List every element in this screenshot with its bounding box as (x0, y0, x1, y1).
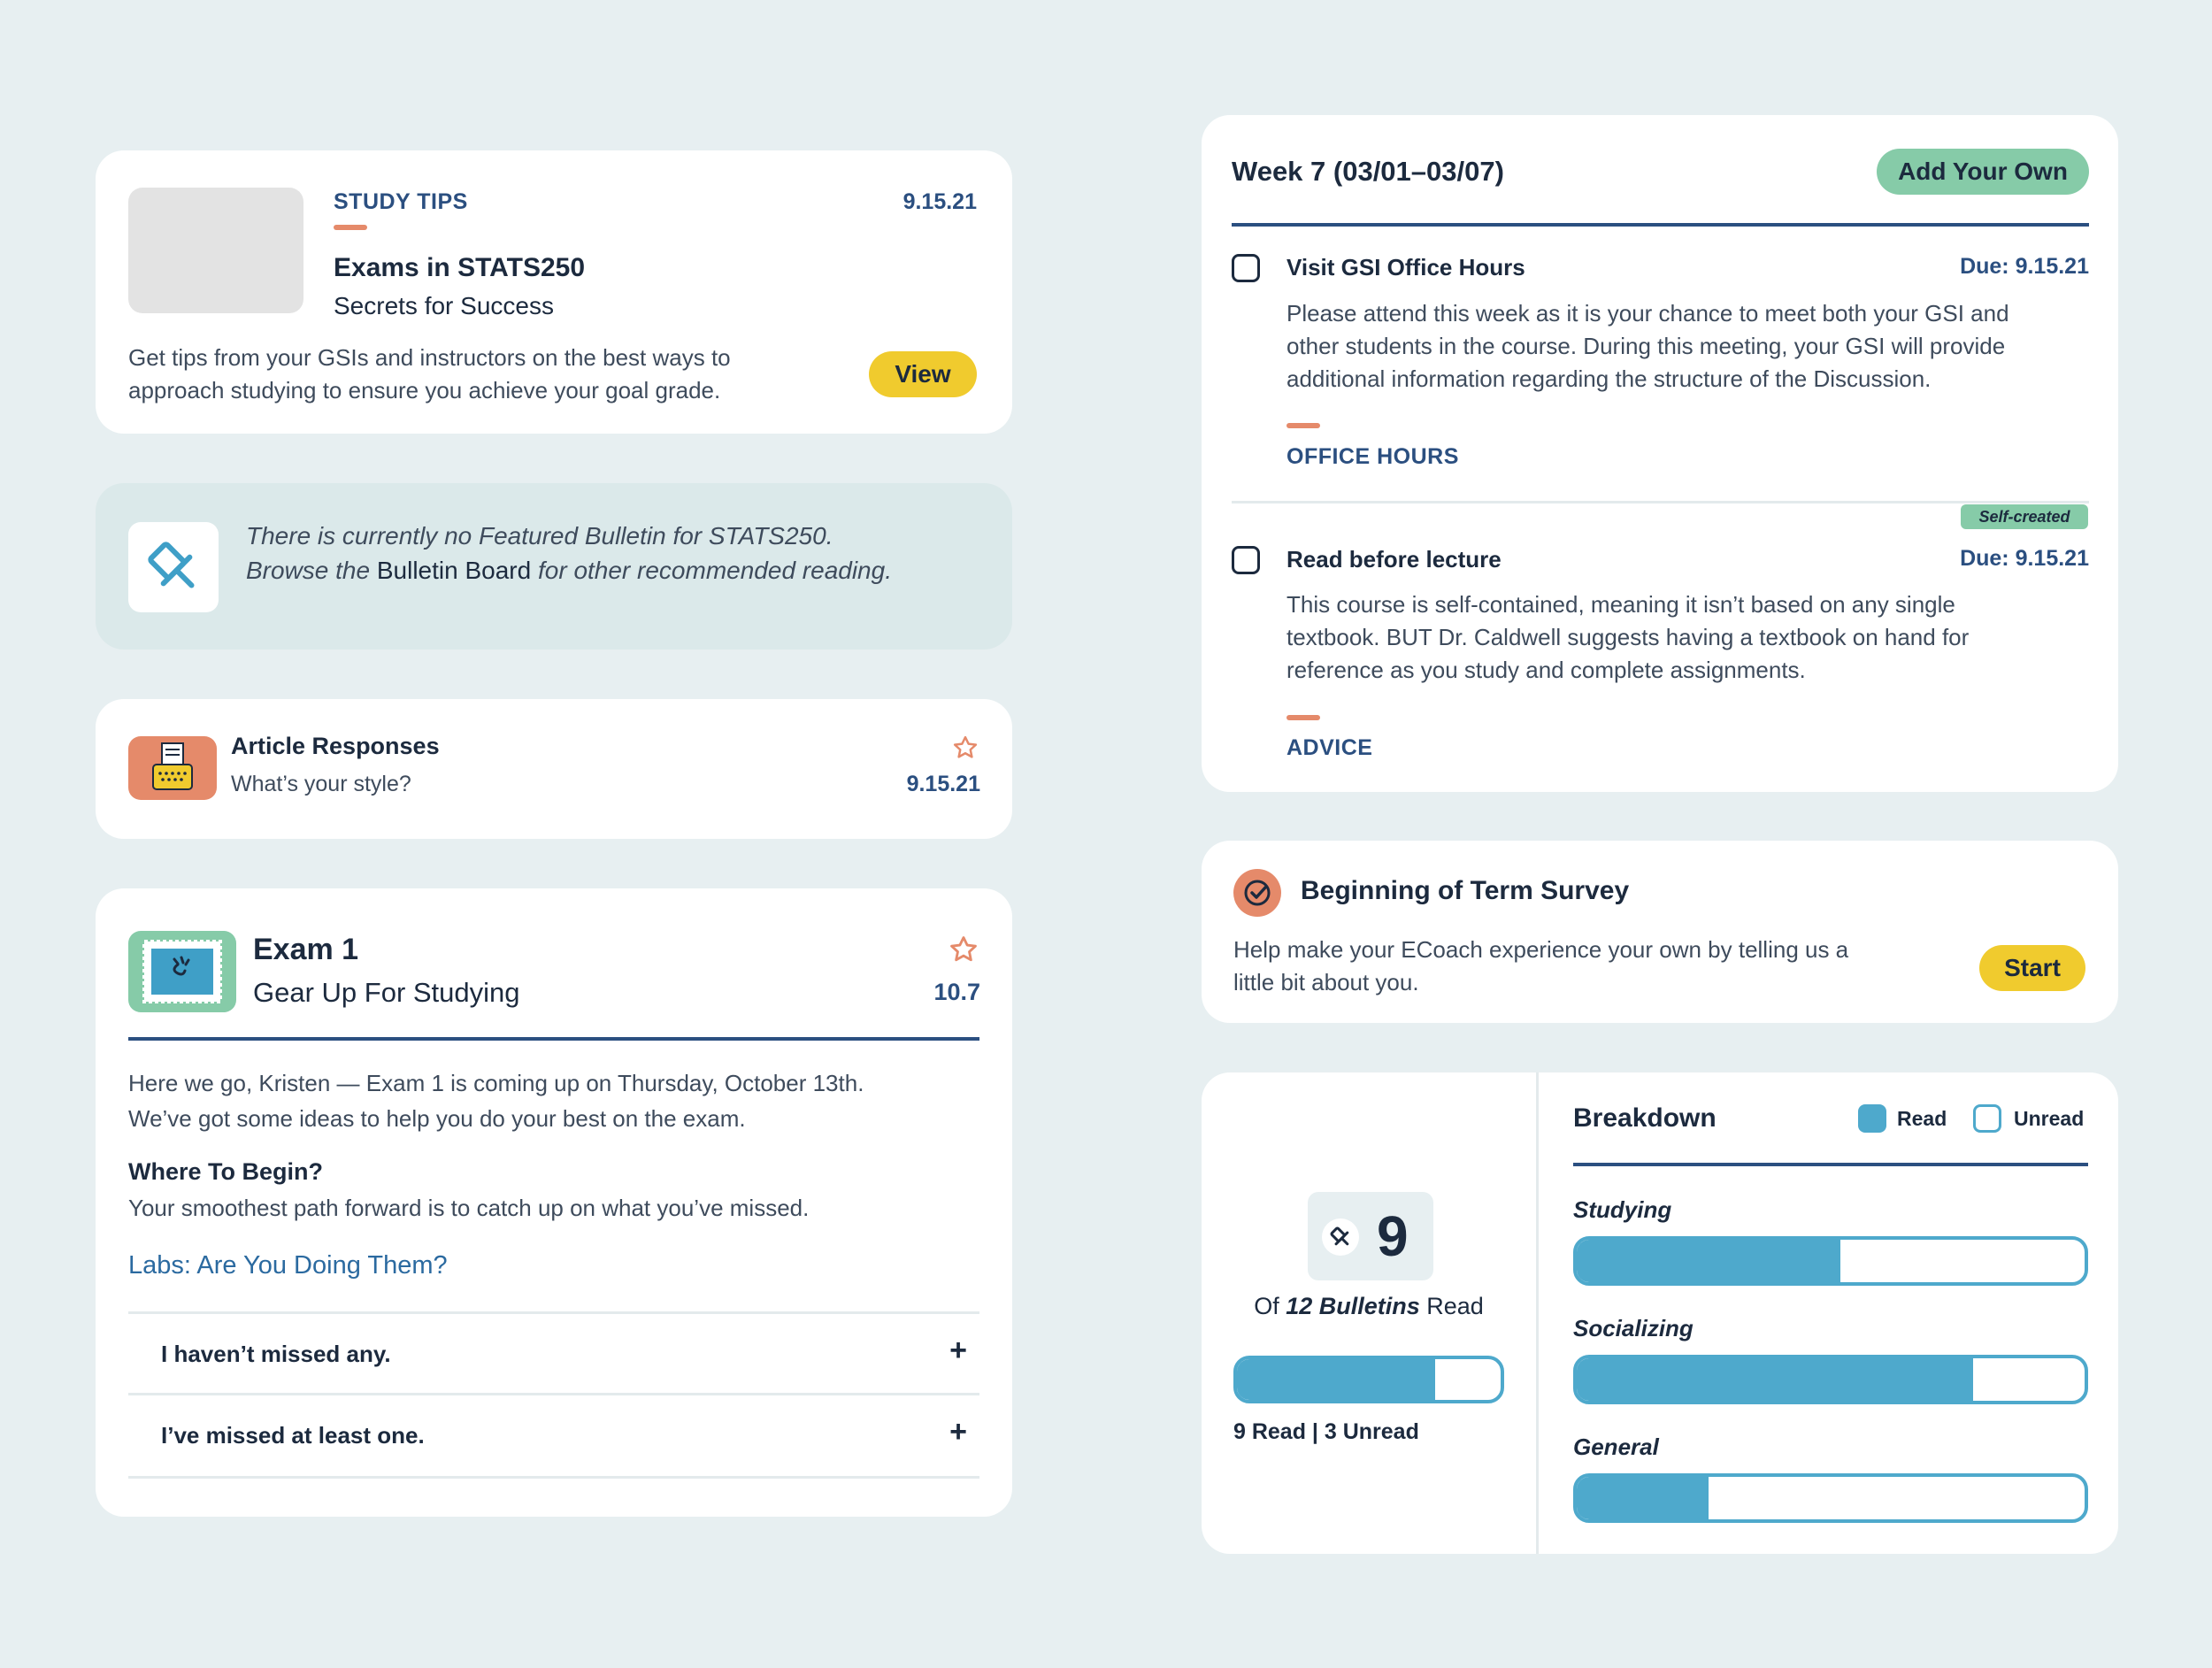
check-circle-icon (1244, 880, 1271, 906)
article-responses-date: 9.15.21 (906, 772, 980, 796)
article-date: 9.15.21 (902, 189, 977, 214)
article-responses-card[interactable]: Article Responses What’s your style? 9.1… (96, 699, 1012, 839)
task-tag: OFFICE HOURS (1286, 444, 1459, 469)
task-due-date: Due: 9.15.21 (1960, 546, 2089, 571)
week-header-rule (1232, 223, 2089, 227)
pushpin-icon (148, 542, 195, 588)
section-heading: Where To Begin? (128, 1158, 323, 1185)
plus-icon: + (949, 1415, 967, 1449)
plus-icon: + (949, 1334, 967, 1367)
stats-column-divider (1536, 1072, 1539, 1554)
task-checkbox[interactable] (1232, 254, 1260, 282)
legend-read-swatch (1858, 1104, 1886, 1133)
bulletins-summary: 9 Read | 3 Unread (1233, 1419, 1419, 1444)
week-tasks-card: Week 7 (03/01–03/07) Add Your Own Visit … (1202, 115, 2118, 792)
survey-icon-circle (1233, 869, 1281, 917)
category-bar-studying (1573, 1236, 2088, 1286)
pushpin-icon (1330, 1226, 1349, 1246)
stamp-icon-tile (128, 931, 236, 1012)
start-button[interactable]: Start (1979, 945, 2085, 991)
accordion-option-label: I’ve missed at least one. (161, 1422, 425, 1449)
bulletins-read-label: Of 12 Bulletins Read (1254, 1293, 1484, 1319)
article-description: Get tips from your GSIs and instructors … (128, 344, 731, 404)
option-divider (128, 1476, 979, 1479)
featured-bulletin-notice: There is currently no Featured Bulletin … (96, 483, 1012, 650)
accordion-option-label: I haven’t missed any. (161, 1341, 391, 1367)
exam-card: Exam 1 Gear Up For Studying 10.7 Here we… (96, 888, 1012, 1517)
survey-card: Beginning of Term Survey Help make your … (1202, 841, 2118, 1023)
category-label-studying: Studying (1573, 1196, 1672, 1223)
breakdown-rule (1573, 1163, 2088, 1166)
category-bar-socializing (1573, 1355, 2088, 1404)
category-label: STUDY TIPS (334, 189, 468, 214)
task-title: Read before lecture (1286, 546, 1502, 573)
category-label-socializing: Socializing (1573, 1315, 1694, 1341)
category-bar-general (1573, 1473, 2088, 1523)
task-divider (1232, 501, 2089, 503)
bulletins-stats-card: 9 Of 12 Bulletins Read 9 Read | 3 Unread… (1202, 1072, 2118, 1554)
exam-header-rule (128, 1037, 979, 1041)
pin-icon-tile (128, 522, 219, 612)
bulletin-board-link[interactable]: Bulletin Board (376, 557, 532, 584)
article-responses-title: Article Responses (231, 733, 440, 759)
legend-unread-swatch (1973, 1104, 2001, 1133)
task-description: Please attend this week as it is your ch… (1286, 300, 2009, 392)
task-tag-dash (1286, 715, 1320, 720)
stamp-icon (142, 940, 222, 1003)
typewriter-icon-tile (128, 736, 217, 800)
section-text: Your smoothest path forward is to catch … (128, 1195, 810, 1221)
add-your-own-button[interactable]: Add Your Own (1877, 149, 2089, 195)
labs-link[interactable]: Labs: Are You Doing Them? (128, 1251, 448, 1280)
study-tips-card: STUDY TIPS 9.15.21 Exams in STATS250 Sec… (96, 150, 1012, 434)
option-divider (128, 1311, 979, 1314)
article-subtitle: Secrets for Success (334, 292, 554, 319)
article-title: Exams in STATS250 (334, 253, 586, 282)
legend-unread-label: Unread (2014, 1107, 2085, 1130)
exam-subtitle: Gear Up For Studying (253, 977, 520, 1008)
exam-date: 10.7 (933, 979, 980, 1005)
exam-intro: Here we go, Kristen — Exam 1 is coming u… (128, 1070, 864, 1132)
view-button[interactable]: View (869, 351, 977, 397)
task-description: This course is self-contained, meaning i… (1286, 591, 1970, 683)
task-title: Visit GSI Office Hours (1286, 254, 1525, 281)
article-thumbnail (128, 188, 303, 313)
option-divider (128, 1393, 979, 1395)
pin-badge (1322, 1218, 1359, 1256)
typewriter-icon (152, 742, 193, 790)
article-responses-subtitle: What’s your style? (231, 772, 411, 796)
category-bar-fill (1577, 1240, 1841, 1282)
survey-title: Beginning of Term Survey (1301, 876, 1630, 905)
bulletins-progress-fill (1237, 1359, 1435, 1400)
task-checkbox[interactable] (1232, 546, 1260, 574)
task-due-date: Due: 9.15.21 (1960, 254, 2089, 279)
survey-description: Help make your ECoach experience your ow… (1233, 936, 1849, 995)
star-icon[interactable] (949, 934, 979, 965)
self-created-badge: Self-created (1961, 504, 2088, 529)
breakdown-title: Breakdown (1573, 1103, 1717, 1133)
week-title: Week 7 (03/01–03/07) (1232, 156, 1504, 187)
task-tag: ADVICE (1286, 735, 1373, 760)
exam-title: Exam 1 (253, 933, 359, 966)
star-icon[interactable] (952, 734, 979, 761)
bulletins-progress-bar (1233, 1356, 1504, 1403)
category-label-general: General (1573, 1434, 1659, 1460)
legend-read-label: Read (1897, 1107, 1947, 1130)
bulletin-count-tile: 9 (1308, 1192, 1433, 1280)
category-underline (334, 225, 367, 230)
accordion-option[interactable]: I’ve missed at least one. + (128, 1395, 979, 1475)
category-bar-fill (1577, 1477, 1709, 1519)
notice-text: There is currently no Featured Bulletin … (246, 522, 892, 584)
task-tag-dash (1286, 423, 1320, 428)
accordion-option[interactable]: I haven’t missed any. + (128, 1314, 979, 1394)
category-bar-fill (1577, 1358, 1973, 1401)
bulletin-count: 9 (1377, 1204, 1409, 1268)
